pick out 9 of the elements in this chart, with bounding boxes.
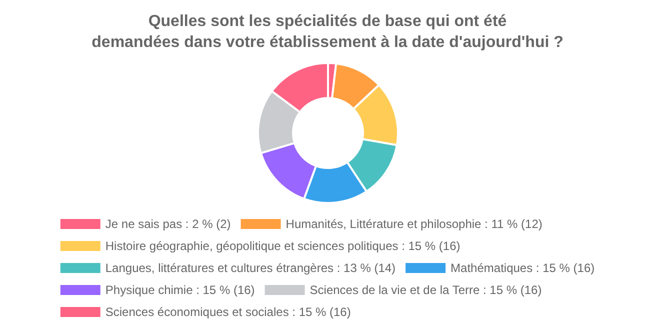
legend-label: Sciences économiques et sociales : 15 % (16) bbox=[105, 305, 351, 319]
legend-label: Sciences de la vie et de la Terre : 15 % (16) bbox=[310, 283, 542, 297]
chart-title: Quelles sont les spécialités de base qui ont été demandées dans votre établissement à la date d'aujourd'hui ? bbox=[92, 13, 564, 51]
legend-label: Je ne sais pas : 2 % (2) bbox=[105, 217, 231, 231]
legend-label: Mathématiques : 15 % (16) bbox=[450, 261, 595, 275]
legend-label: Langues, littératures et cultures étrangères : 13 % (14) bbox=[105, 261, 396, 275]
legend-label: Histoire géographie, géopolitique et sciences politiques : 15 % (16) bbox=[105, 239, 460, 253]
legend-label: Humanités, Littérature et philosophie : 11 % (12) bbox=[286, 217, 542, 231]
legend-label: Physique chimie : 15 % (16) bbox=[105, 283, 255, 297]
